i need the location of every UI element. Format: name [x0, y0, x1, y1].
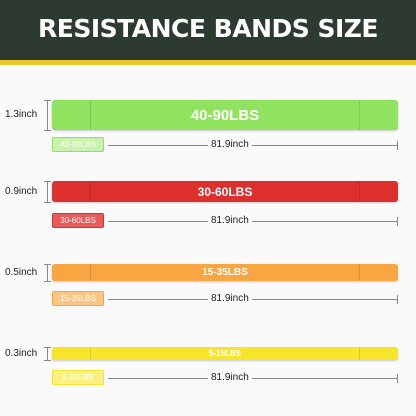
- length-tick: [397, 217, 398, 226]
- load-tag: 5-15LBS: [52, 370, 104, 385]
- load-tag: 40-90LBS: [52, 137, 104, 152]
- length-label: 81.9inch: [208, 215, 252, 226]
- header: RESISTANCE BANDS SIZE: [0, 0, 416, 65]
- length-label: 81.9inch: [208, 372, 252, 383]
- length-tick: [397, 141, 398, 150]
- band: 30-60LBS: [52, 181, 398, 202]
- width-label: 0.3inch: [5, 347, 38, 359]
- width-tick: [44, 181, 51, 182]
- band-seam: [359, 347, 360, 360]
- band-seam: [90, 347, 91, 360]
- band-seam: [90, 181, 91, 202]
- width-tick: [44, 281, 51, 282]
- band-seam: [359, 181, 360, 202]
- width-tick: [44, 100, 51, 101]
- band-seam: [359, 264, 360, 281]
- length-line: [108, 145, 398, 146]
- band: 15-35LBS: [52, 264, 398, 281]
- title: RESISTANCE BANDS SIZE: [38, 14, 378, 43]
- load-tag: 15-35LBS: [52, 291, 104, 306]
- load-tag: 30-60LBS: [52, 213, 104, 228]
- width-tick: [44, 360, 51, 361]
- width-line: [47, 181, 48, 202]
- length-label: 81.9inch: [208, 139, 252, 150]
- length-line: [108, 378, 398, 379]
- width-tick: [44, 202, 51, 203]
- band-seam: [359, 100, 360, 130]
- length-tick: [397, 374, 398, 383]
- band: 40-90LBS: [52, 100, 398, 130]
- width-tick: [44, 130, 51, 131]
- band-seam: [90, 100, 91, 130]
- length-line: [108, 299, 398, 300]
- width-label: 1.3inch: [5, 109, 38, 120]
- width-tick: [44, 264, 51, 265]
- band-seam: [90, 264, 91, 281]
- length-tick: [397, 295, 398, 304]
- width-label: 0.9inch: [5, 185, 38, 197]
- width-line: [47, 100, 48, 130]
- width-line: [47, 347, 48, 360]
- width-tick: [44, 347, 51, 348]
- length-label: 81.9inch: [208, 293, 252, 304]
- band: 5-15LBS: [52, 347, 398, 360]
- length-line: [108, 221, 398, 222]
- width-label: 0.5inch: [5, 266, 38, 278]
- width-line: [47, 264, 48, 281]
